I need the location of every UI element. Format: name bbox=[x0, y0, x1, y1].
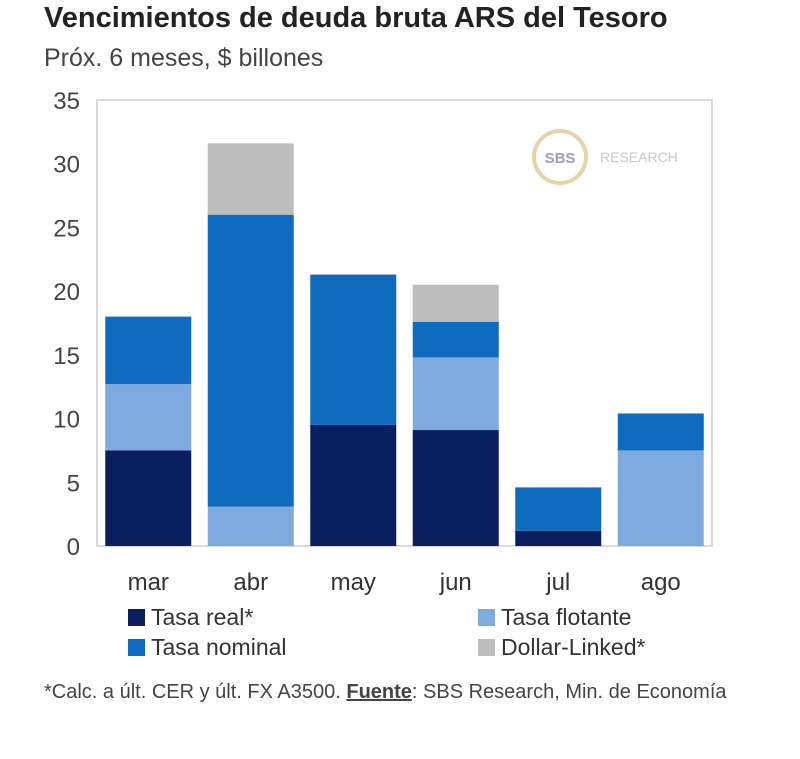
bar-segment bbox=[207, 214, 294, 507]
chart-subtitle: Próx. 6 meses, $ billones bbox=[44, 44, 324, 72]
bar-segment bbox=[412, 321, 499, 358]
bar-segment bbox=[105, 316, 192, 385]
bar-segment bbox=[310, 424, 397, 546]
bar-segment bbox=[617, 450, 704, 546]
watermark-text: RESEARCH bbox=[600, 149, 678, 165]
y-tick-label: 20 bbox=[53, 279, 80, 306]
bar-segment bbox=[412, 284, 499, 322]
logo-text: SBS bbox=[545, 150, 576, 167]
y-tick-label: 0 bbox=[67, 534, 80, 561]
legend-label: Tasa nominal bbox=[151, 634, 287, 660]
legend-label: Tasa real* bbox=[151, 604, 254, 630]
legend-item-tasa-flotante: Tasa flotante bbox=[478, 604, 631, 631]
legend-swatch bbox=[478, 639, 495, 656]
y-tick-label: 30 bbox=[53, 152, 80, 179]
y-tick-label: 5 bbox=[67, 470, 80, 497]
legend-item-tasa-real: Tasa real* bbox=[128, 604, 253, 631]
footnote: *Calc. a últ. CER y últ. FX A3500. Fuent… bbox=[44, 676, 764, 708]
x-tick-label: ago bbox=[641, 569, 681, 596]
legend-item-dollar-linked: Dollar-Linked* bbox=[478, 634, 645, 661]
legend-label: Tasa flotante bbox=[501, 604, 632, 630]
bar-segment bbox=[310, 274, 397, 425]
y-tick-label: 25 bbox=[53, 215, 80, 242]
chart-title: Vencimientos de deuda bruta ARS del Teso… bbox=[44, 2, 668, 34]
bar-segment bbox=[105, 450, 192, 546]
legend-label: Dollar-Linked* bbox=[501, 634, 646, 660]
x-tick-label: jul bbox=[545, 569, 570, 596]
legend-swatch bbox=[478, 609, 495, 626]
bar-segment bbox=[207, 506, 294, 546]
bar-segment bbox=[105, 384, 192, 451]
legend-swatch bbox=[128, 639, 145, 656]
legend-item-tasa-nominal: Tasa nominal bbox=[128, 634, 287, 661]
x-tick-label: abr bbox=[233, 569, 268, 596]
footnote-text: *Calc. a últ. CER y últ. FX A3500. bbox=[44, 681, 347, 703]
x-tick-label: may bbox=[331, 569, 376, 596]
bar-segment bbox=[412, 357, 499, 431]
bar-segment bbox=[412, 430, 499, 546]
y-tick-label: 15 bbox=[53, 343, 80, 370]
y-tick-label: 35 bbox=[53, 88, 80, 115]
x-tick-label: jun bbox=[439, 569, 472, 596]
source-text: : SBS Research, Min. de Economía bbox=[411, 681, 727, 703]
bar-segment bbox=[617, 413, 704, 451]
plot-frame bbox=[96, 99, 713, 547]
bar-segment bbox=[515, 530, 602, 546]
bar-segment bbox=[515, 487, 602, 531]
x-tick-label: mar bbox=[128, 569, 169, 596]
source-label: Fuente bbox=[346, 681, 412, 703]
y-tick-label: 10 bbox=[53, 407, 80, 434]
logo-ring bbox=[532, 129, 588, 185]
legend-swatch bbox=[128, 609, 145, 626]
bar-segment bbox=[207, 143, 294, 215]
